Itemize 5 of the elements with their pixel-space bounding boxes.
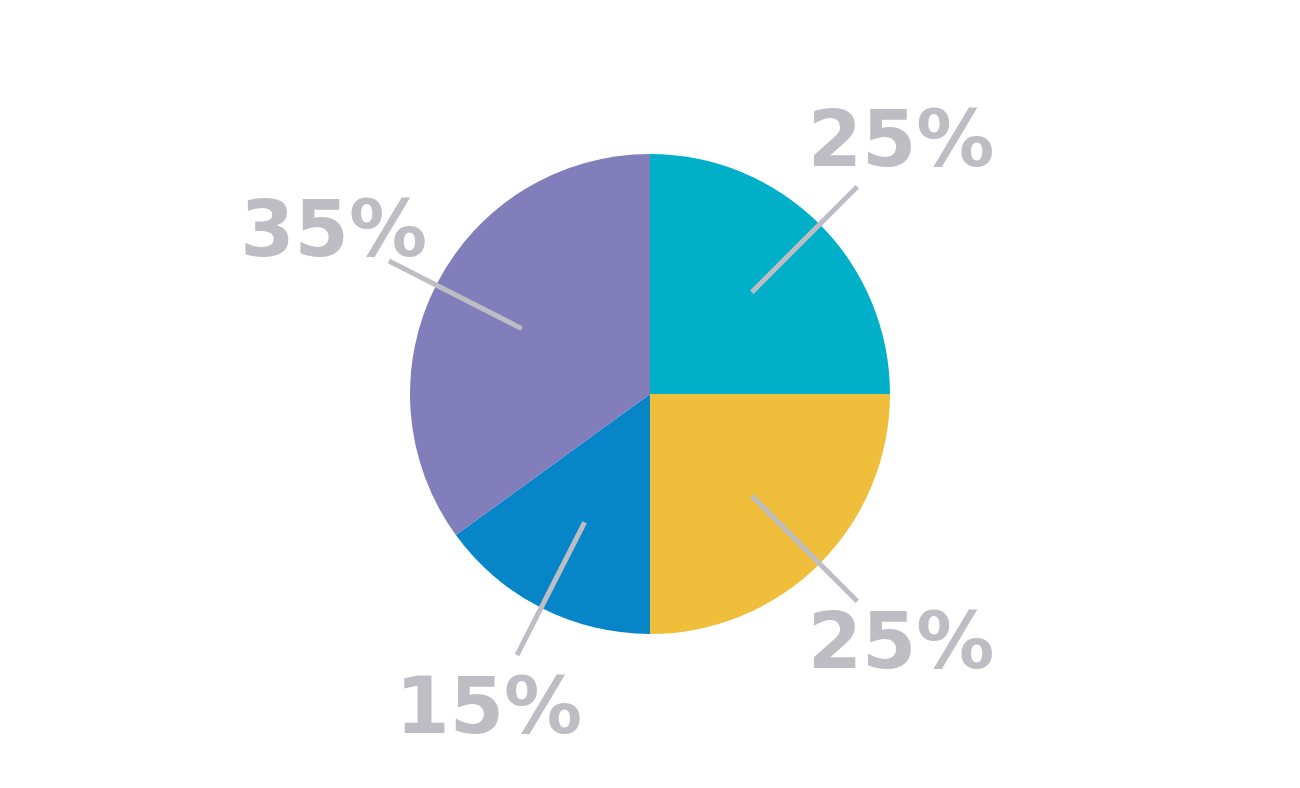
- data-label: 25%: [807, 596, 995, 687]
- pie-slice: [455, 394, 650, 634]
- data-label: 15%: [395, 661, 583, 752]
- data-label: 25%: [807, 93, 995, 184]
- data-label: 35%: [240, 183, 428, 274]
